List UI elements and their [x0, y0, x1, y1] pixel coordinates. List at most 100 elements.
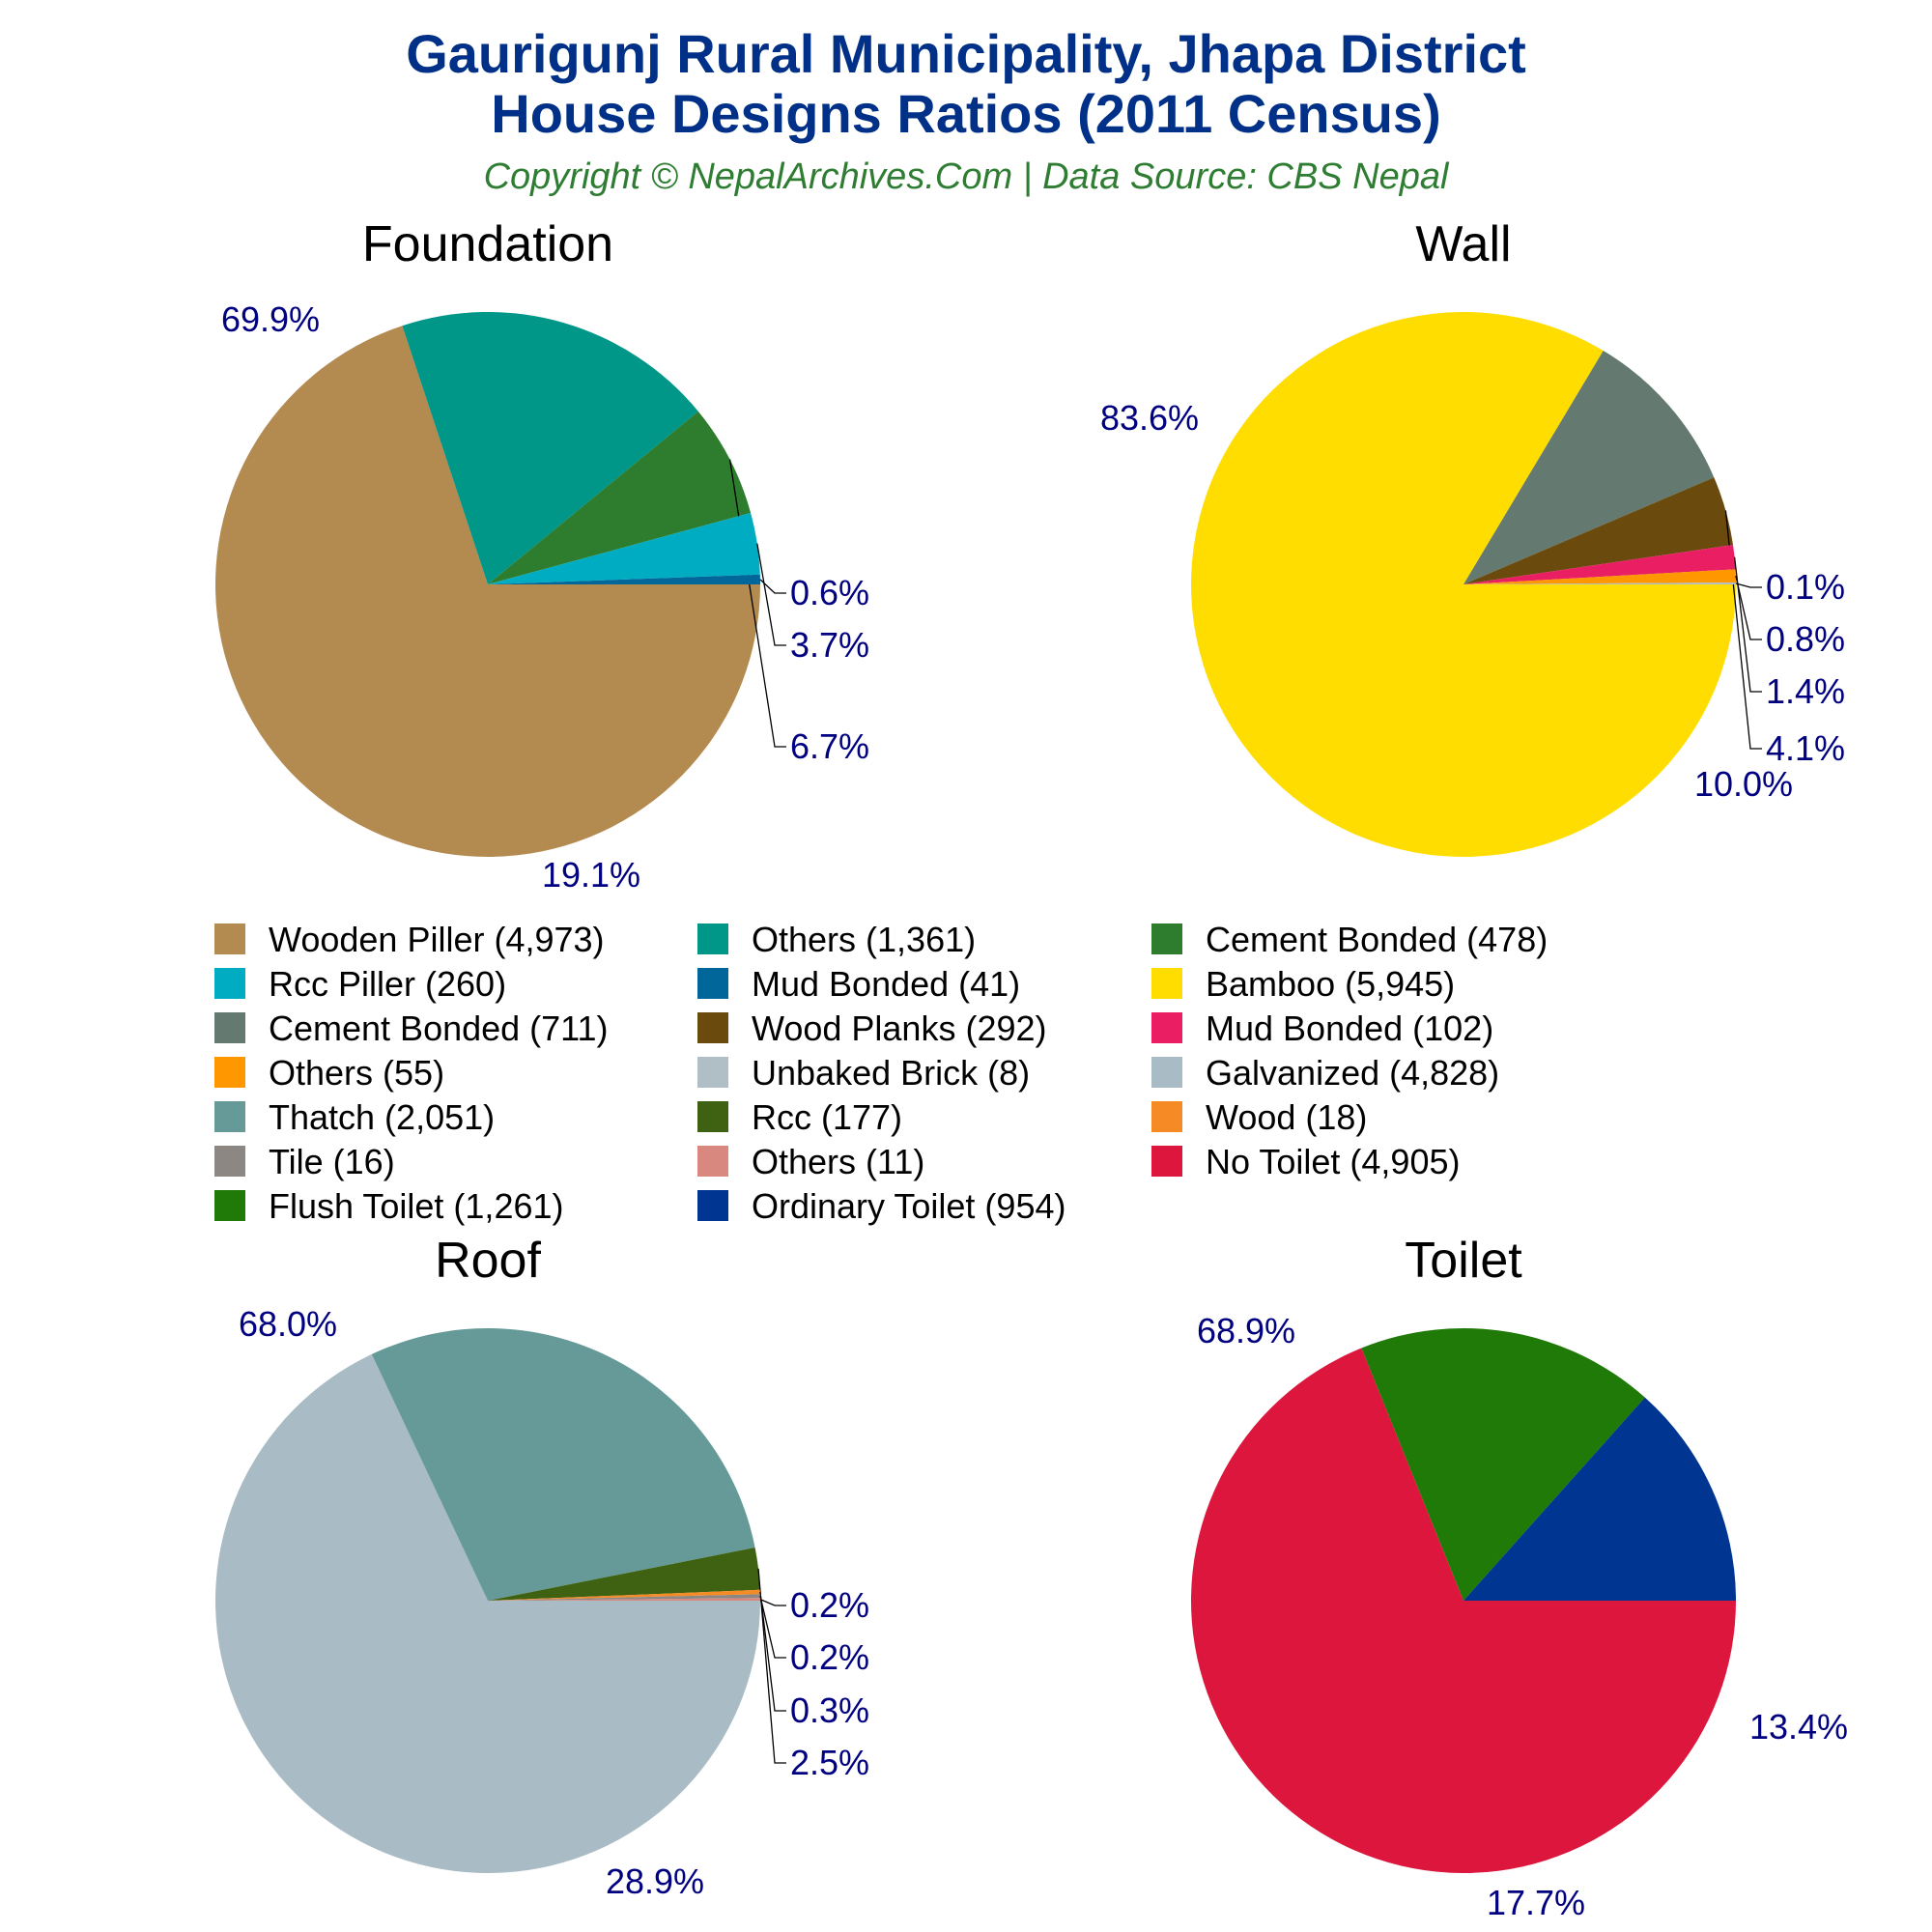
legend-swatch [697, 923, 728, 954]
legend-item: Thatch (2,051) [214, 1097, 495, 1137]
legend-item: Bamboo (5,945) [1151, 964, 1455, 1004]
wall-leader-line-mud-bonded [1733, 556, 1762, 693]
legend-label: No Toilet (4,905) [1206, 1142, 1460, 1181]
chart-title-line1: Gaurigunj Rural Municipality, Jhapa Dist… [406, 23, 1526, 84]
toilet-slice-ordinary-toilet [1463, 1397, 1736, 1601]
legend-item: Mud Bonded (102) [1151, 1009, 1493, 1048]
roof-leader-line-tile [759, 1596, 786, 1659]
wall-slice-bamboo [1190, 312, 1736, 857]
wall-slice-others [1463, 569, 1736, 584]
legend-item: Tile (16) [214, 1142, 395, 1181]
toilet-pct-label-flush-toilet: 17.7% [1487, 1883, 1585, 1922]
roof-pct-label-galvanized: 68.0% [239, 1304, 337, 1344]
wall-slice-wood-planks [1463, 477, 1734, 584]
legend-label: Galvanized (4,828) [1206, 1053, 1499, 1093]
roof-slice-thatch [371, 1327, 755, 1601]
legend-item: Rcc (177) [697, 1097, 902, 1137]
legend-label: Unbaked Brick (8) [752, 1053, 1030, 1093]
legend-item: Galvanized (4,828) [1151, 1053, 1499, 1093]
chart-subtitle: Copyright © NepalArchives.Com | Data Sou… [484, 156, 1450, 197]
legend-item: Wood Planks (292) [697, 1009, 1047, 1048]
legend-item: Ordinary Toilet (954) [697, 1186, 1065, 1226]
legend-label: Cement Bonded (478) [1206, 920, 1548, 959]
toilet-pct-label-ordinary-toilet: 13.4% [1749, 1707, 1848, 1747]
wall-pie-title: Wall [1415, 216, 1511, 272]
roof-pct-label-thatch: 28.9% [606, 1861, 704, 1901]
legend-label: Rcc (177) [752, 1097, 902, 1137]
roof-pct-label-tile: 0.2% [790, 1637, 869, 1677]
legend-swatch [697, 1190, 728, 1221]
legend-label: Bamboo (5,945) [1206, 964, 1455, 1004]
roof-pie-title: Roof [435, 1233, 541, 1289]
roof-pct-label-rcc: 2.5% [790, 1743, 869, 1782]
roof-slice-tile [488, 1594, 760, 1601]
legend-label: Others (11) [752, 1142, 924, 1181]
foundation-pct-label-wooden-piller: 69.9% [221, 299, 320, 339]
foundation-slice-cement-bonded [488, 411, 752, 584]
chart-title-line2: House Designs Ratios (2011 Census) [491, 83, 1440, 144]
legend-swatch [214, 1012, 245, 1043]
legend-item: Cement Bonded (478) [1151, 920, 1548, 959]
foundation-pct-label-rcc-piller: 3.7% [790, 625, 869, 665]
legend: Wooden Piller (4,973) Others (1,361) Cemen… [214, 920, 1548, 1226]
toilet-slice-no-toilet [1190, 1348, 1736, 1874]
roof-pct-label-others: 0.2% [790, 1585, 869, 1625]
legend-swatch [697, 1012, 728, 1043]
legend-swatch [1151, 1012, 1182, 1043]
legend-label: Others (1,361) [752, 920, 976, 959]
foundation-slice-rcc-piller [488, 512, 760, 584]
legend-item: Cement Bonded (711) [214, 1009, 609, 1048]
legend-swatch [697, 1101, 728, 1132]
legend-item: Unbaked Brick (8) [697, 1053, 1030, 1093]
roof-slice-rcc [488, 1547, 760, 1601]
legend-item: Rcc Piller (260) [214, 964, 506, 1004]
legend-label: Wooden Piller (4,973) [269, 920, 605, 959]
legend-label: Ordinary Toilet (954) [752, 1186, 1065, 1226]
foundation-slice-others [402, 312, 698, 584]
foundation-pie: Foundation 69.9% 19.1% 6.7% 3.7% 0.6% [215, 216, 869, 895]
roof-leader-line-wood [759, 1591, 786, 1712]
wall-pct-label-mud-bonded: 1.4% [1766, 671, 1845, 711]
legend-swatch [697, 1146, 728, 1177]
legend-item: Mud Bonded (41) [697, 964, 1020, 1004]
foundation-slice-wooden-piller [215, 326, 760, 858]
legend-item: Others (1,361) [697, 920, 976, 959]
legend-swatch [1151, 968, 1182, 999]
roof-leader-line-others [759, 1599, 786, 1606]
legend-swatch [214, 923, 245, 954]
wall-slice-mud-bonded [1463, 545, 1736, 584]
legend-item: Others (55) [214, 1053, 444, 1093]
legend-swatch [1151, 1101, 1182, 1132]
legend-swatch [697, 1057, 728, 1088]
legend-item: Others (11) [697, 1142, 924, 1181]
legend-swatch [1151, 923, 1182, 954]
legend-label: Rcc Piller (260) [269, 964, 506, 1004]
roof-slice-others [488, 1598, 760, 1601]
legend-item: Wood (18) [1151, 1097, 1367, 1137]
legend-label: Cement Bonded (711) [269, 1009, 609, 1048]
roof-slice-wood [488, 1589, 760, 1601]
toilet-pie-title: Toilet [1405, 1233, 1522, 1289]
legend-item: Wooden Piller (4,973) [214, 920, 605, 959]
wall-pct-label-bamboo: 83.6% [1100, 398, 1199, 438]
foundation-leader-line-rcc-piller [756, 543, 786, 646]
legend-label: Wood Planks (292) [752, 1009, 1047, 1048]
legend-swatch [214, 1146, 245, 1177]
wall-leader-line-others [1735, 576, 1762, 640]
foundation-pct-label-mud-bonded: 0.6% [790, 573, 869, 612]
toilet-pie: Toilet 68.9% 17.7% 13.4% [1190, 1233, 1848, 1922]
legend-label: Flush Toilet (1,261) [269, 1186, 564, 1226]
foundation-pie-title: Foundation [362, 216, 613, 272]
pie-charts: Foundation 69.9% 19.1% 6.7% 3.7% 0.6% Wall 83.6… [214, 216, 1848, 1922]
foundation-leader-line-mud-bonded [759, 579, 786, 594]
legend-swatch [214, 1057, 245, 1088]
legend-swatch [214, 1101, 245, 1132]
wall-pie: Wall 83.6% 10.0%4.1% 1.4% 0.8% 0.1% [1100, 216, 1845, 857]
wall-leader-line-wood-planks [1724, 510, 1762, 750]
legend-swatch [1151, 1057, 1182, 1088]
wall-slice-cement-bonded [1463, 350, 1715, 584]
legend-swatch [1151, 1146, 1182, 1177]
wall-pct-label-cement-bonded: 10.0% [1694, 764, 1793, 804]
roof-slice-galvanized [214, 1353, 760, 1873]
